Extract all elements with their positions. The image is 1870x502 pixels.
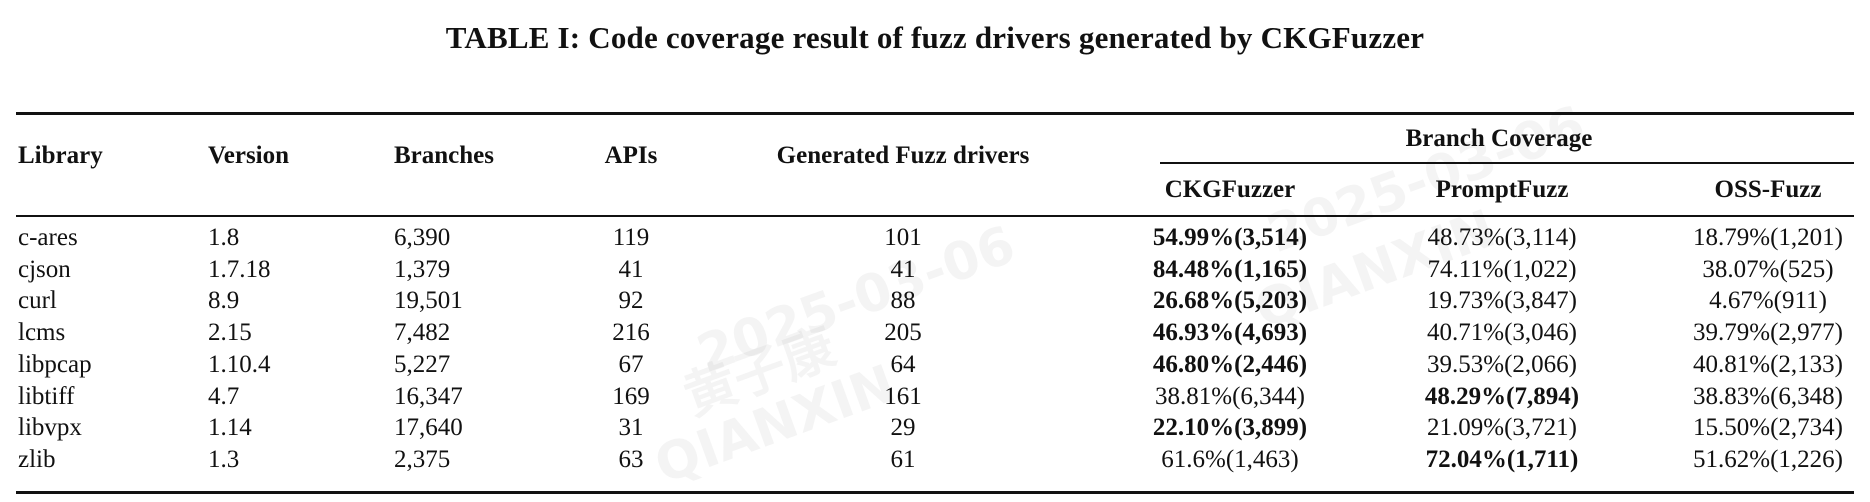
table-row: libtiff 4.7 16,347 169 161 38.81%(6,344) 48.29… bbox=[0, 381, 1870, 413]
cell-library: libvpx bbox=[18, 414, 82, 442]
cell-generated: 29 bbox=[890, 414, 916, 442]
top-rule bbox=[16, 112, 1854, 115]
cell-promptfuzz: 72.04%(1,711) bbox=[1425, 445, 1579, 473]
cell-version: 4.7 bbox=[208, 382, 240, 410]
mid-rule bbox=[16, 215, 1854, 217]
cell-library: cjson bbox=[18, 255, 71, 283]
branch-coverage-rule bbox=[1160, 162, 1854, 164]
cell-ckgfuzzer: 38.81%(6,344) bbox=[1155, 382, 1305, 410]
cell-promptfuzz: 21.09%(3,721) bbox=[1427, 414, 1577, 442]
cell-library: curl bbox=[18, 287, 57, 315]
cell-branches: 19,501 bbox=[394, 287, 463, 315]
cell-version: 1.7.18 bbox=[208, 255, 271, 283]
cell-generated: 41 bbox=[890, 255, 916, 283]
cell-library: libtiff bbox=[18, 382, 75, 410]
cell-ossfuzz: 15.50%(2,734) bbox=[1693, 414, 1843, 442]
cell-apis: 63 bbox=[618, 445, 644, 473]
header-promptfuzz: PromptFuzz bbox=[1435, 176, 1569, 203]
table-row: c-ares 1.8 6,390 119 101 54.99%(3,514) 48.73%(… bbox=[0, 222, 1870, 254]
cell-apis: 67 bbox=[618, 350, 644, 378]
cell-branches: 16,347 bbox=[394, 382, 463, 410]
header-apis: APIs bbox=[604, 142, 658, 169]
cell-apis: 92 bbox=[618, 287, 644, 315]
cell-branches: 1,379 bbox=[394, 255, 451, 283]
header-ossfuzz: OSS-Fuzz bbox=[1714, 176, 1822, 203]
cell-ckgfuzzer: 54.99%(3,514) bbox=[1152, 224, 1308, 251]
cell-apis: 31 bbox=[618, 414, 644, 442]
cell-apis: 119 bbox=[612, 224, 650, 251]
cell-promptfuzz: 48.73%(3,114) bbox=[1427, 224, 1577, 251]
cell-apis: 41 bbox=[618, 255, 644, 283]
cell-promptfuzz: 40.71%(3,046) bbox=[1427, 319, 1577, 347]
cell-ossfuzz: 38.83%(6,348) bbox=[1693, 382, 1843, 410]
header-version: Version bbox=[208, 142, 290, 169]
cell-ossfuzz: 4.67%(911) bbox=[1709, 287, 1827, 315]
cell-version: 2.15 bbox=[208, 319, 252, 347]
cell-ckgfuzzer: 26.68%(5,203) bbox=[1152, 287, 1308, 315]
cell-library: libpcap bbox=[18, 350, 92, 378]
table-row: cjson 1.7.18 1,379 41 41 84.48%(1,165) 74.11%(… bbox=[0, 254, 1870, 286]
cell-generated: 88 bbox=[890, 287, 916, 315]
table-caption: TABLE I: Code coverage result of fuzz dr… bbox=[445, 20, 1425, 55]
cell-branches: 6,390 bbox=[394, 224, 451, 251]
cell-generated: 61 bbox=[890, 445, 916, 473]
cell-apis: 169 bbox=[612, 382, 650, 410]
table-row: lcms 2.15 7,482 216 205 46.93%(4,693) 40.71%(3… bbox=[0, 317, 1870, 349]
cell-generated: 101 bbox=[884, 224, 922, 251]
cell-promptfuzz: 39.53%(2,066) bbox=[1427, 350, 1577, 378]
cell-branches: 7,482 bbox=[394, 319, 451, 347]
cell-branches: 17,640 bbox=[394, 414, 463, 442]
cell-ckgfuzzer: 61.6%(1,463) bbox=[1161, 445, 1299, 473]
cell-ckgfuzzer: 22.10%(3,899) bbox=[1152, 414, 1308, 442]
cell-ossfuzz: 38.07%(525) bbox=[1702, 255, 1834, 283]
cell-library: lcms bbox=[18, 319, 66, 347]
cell-generated: 64 bbox=[890, 350, 916, 378]
cell-ckgfuzzer: 46.80%(2,446) bbox=[1152, 350, 1308, 378]
table-row: zlib 1.3 2,375 63 61 61.6%(1,463) 72.04%(1,711… bbox=[0, 444, 1870, 476]
cell-promptfuzz: 48.29%(7,894) bbox=[1424, 382, 1580, 410]
cell-apis: 216 bbox=[612, 319, 650, 347]
table-row: libvpx 1.14 17,640 31 29 22.10%(3,899) 21.09%(… bbox=[0, 412, 1870, 444]
header-generated: Generated Fuzz drivers bbox=[776, 142, 1030, 169]
bottom-rule bbox=[16, 491, 1854, 494]
cell-promptfuzz: 19.73%(3,847) bbox=[1427, 287, 1577, 315]
cell-branches: 5,227 bbox=[394, 350, 451, 378]
cell-version: 8.9 bbox=[208, 287, 240, 315]
cell-ossfuzz: 18.79%(1,201) bbox=[1693, 224, 1843, 251]
cell-ckgfuzzer: 84.48%(1,165) bbox=[1152, 255, 1308, 283]
cell-generated: 205 bbox=[884, 319, 922, 347]
cell-ckgfuzzer: 46.93%(4,693) bbox=[1152, 319, 1308, 347]
cell-version: 1.3 bbox=[208, 445, 240, 473]
cell-library: c-ares bbox=[18, 224, 78, 251]
cell-version: 1.8 bbox=[208, 224, 240, 251]
cell-branches: 2,375 bbox=[394, 445, 451, 473]
cell-promptfuzz: 74.11%(1,022) bbox=[1427, 255, 1577, 283]
header-branches: Branches bbox=[394, 142, 494, 169]
cell-generated: 161 bbox=[884, 382, 922, 410]
table-row: curl 8.9 19,501 92 88 26.68%(5,203) 19.73%(3,8… bbox=[0, 285, 1870, 317]
header-library: Library bbox=[18, 142, 103, 169]
cell-ossfuzz: 39.79%(2,977) bbox=[1693, 319, 1843, 347]
header-ckgfuzzer: CKGFuzzer bbox=[1164, 176, 1296, 203]
header-branch-coverage: Branch Coverage bbox=[1405, 125, 1593, 152]
cell-version: 1.10.4 bbox=[208, 350, 271, 378]
cell-ossfuzz: 51.62%(1,226) bbox=[1693, 445, 1843, 473]
table-row: libpcap 1.10.4 5,227 67 64 46.80%(2,446) 39.53… bbox=[0, 349, 1870, 381]
cell-version: 1.14 bbox=[208, 414, 252, 442]
cell-ossfuzz: 40.81%(2,133) bbox=[1693, 350, 1843, 378]
cell-library: zlib bbox=[18, 445, 56, 473]
